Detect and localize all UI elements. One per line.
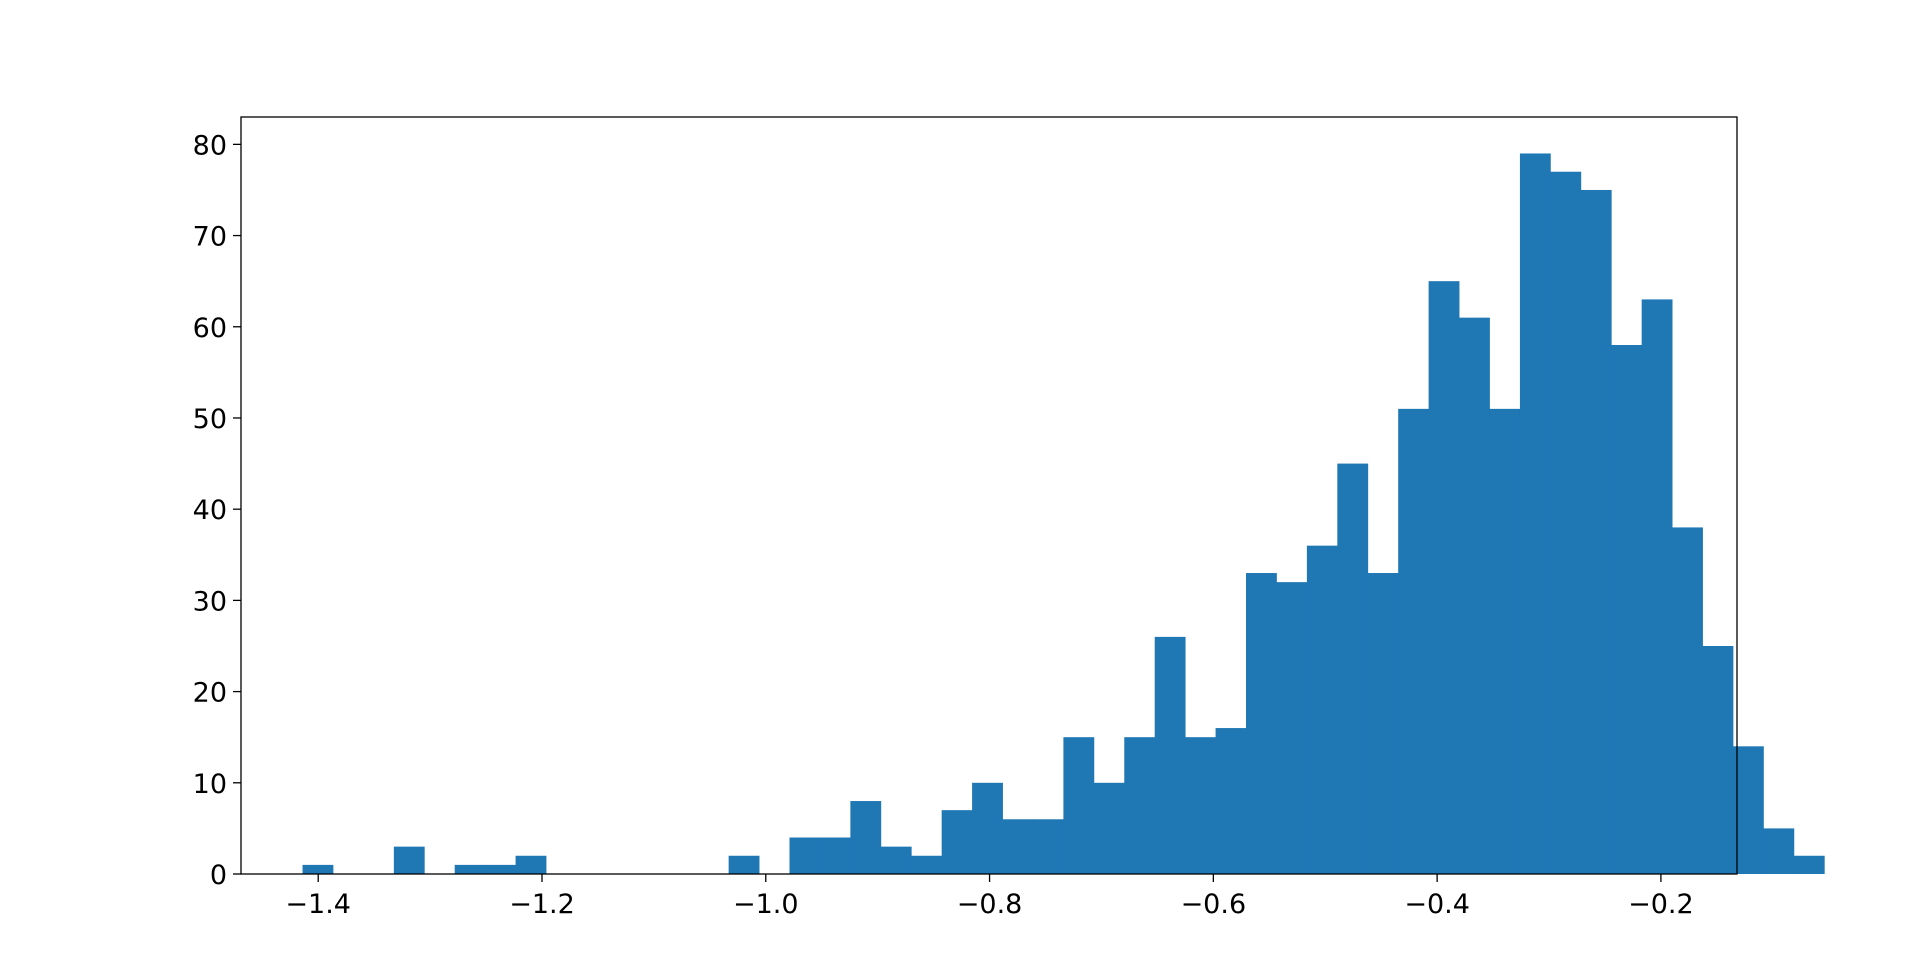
x-tick-label: −0.8 <box>957 889 1023 920</box>
histogram-bar <box>1611 345 1643 874</box>
histogram-bar <box>1459 317 1490 874</box>
histogram-bar <box>1337 463 1369 874</box>
histogram-bar <box>972 782 1003 874</box>
histogram-bar <box>728 855 760 874</box>
histogram-bar <box>1367 573 1399 874</box>
histogram-bar <box>880 846 912 874</box>
histogram-bar <box>1093 782 1125 874</box>
histogram-bar <box>1519 153 1551 875</box>
histogram-bar <box>1550 171 1582 875</box>
y-tick-label: 40 <box>193 495 227 526</box>
histogram-bar <box>1580 189 1612 874</box>
histogram-bar <box>1398 408 1430 874</box>
x-tick-label: −0.2 <box>1628 889 1694 920</box>
histogram-bar <box>1185 737 1216 874</box>
histogram-bar <box>1672 527 1703 874</box>
histogram-bar <box>850 801 882 874</box>
x-tick-label: −1.4 <box>285 889 351 920</box>
y-tick-label: 50 <box>193 404 227 435</box>
x-axis: −1.4 −1.2 −1.0 −0.8 −0.6 −0.4 −0.2 <box>285 874 1694 920</box>
histogram-bar <box>1641 299 1673 874</box>
histogram-bar <box>302 864 334 874</box>
histogram-bar <box>1002 819 1034 874</box>
histogram-bar <box>1489 408 1521 874</box>
y-tick-label: 80 <box>193 130 227 161</box>
histogram-bar <box>1063 737 1095 874</box>
histogram-bar <box>1793 855 1825 874</box>
histogram-bar <box>1306 545 1338 874</box>
y-tick-label: 10 <box>193 769 227 800</box>
x-tick-label: −1.0 <box>733 889 799 920</box>
histogram-bar <box>1032 819 1064 874</box>
histogram-bar <box>941 810 973 874</box>
histogram-bar <box>911 855 943 874</box>
y-tick-label: 0 <box>210 860 227 891</box>
bars-group <box>302 153 1825 875</box>
histogram-bar <box>1276 582 1308 874</box>
histogram-bar <box>485 864 516 874</box>
histogram-bar <box>819 837 851 874</box>
histogram-bar <box>515 855 547 874</box>
y-tick-label: 30 <box>193 586 227 617</box>
x-tick-label: −1.2 <box>509 889 575 920</box>
histogram-bar <box>1246 573 1277 874</box>
histogram-bar <box>789 837 821 874</box>
histogram-bar <box>1732 746 1764 874</box>
histogram-bar <box>1124 737 1156 874</box>
y-tick-label: 70 <box>193 222 227 253</box>
histogram-bar <box>1428 281 1460 874</box>
x-tick-label: −0.4 <box>1404 889 1470 920</box>
histogram-bar <box>1763 828 1795 874</box>
histogram-bar <box>454 864 486 874</box>
y-tick-label: 20 <box>193 678 227 709</box>
histogram-bar <box>393 846 425 874</box>
y-tick-label: 60 <box>193 313 227 344</box>
histogram-bar <box>1215 728 1247 874</box>
y-axis: 0 10 20 30 40 50 60 70 80 <box>193 130 241 891</box>
histogram-bar <box>1702 645 1734 874</box>
x-tick-label: −0.6 <box>1181 889 1247 920</box>
histogram-bar <box>1154 636 1186 874</box>
